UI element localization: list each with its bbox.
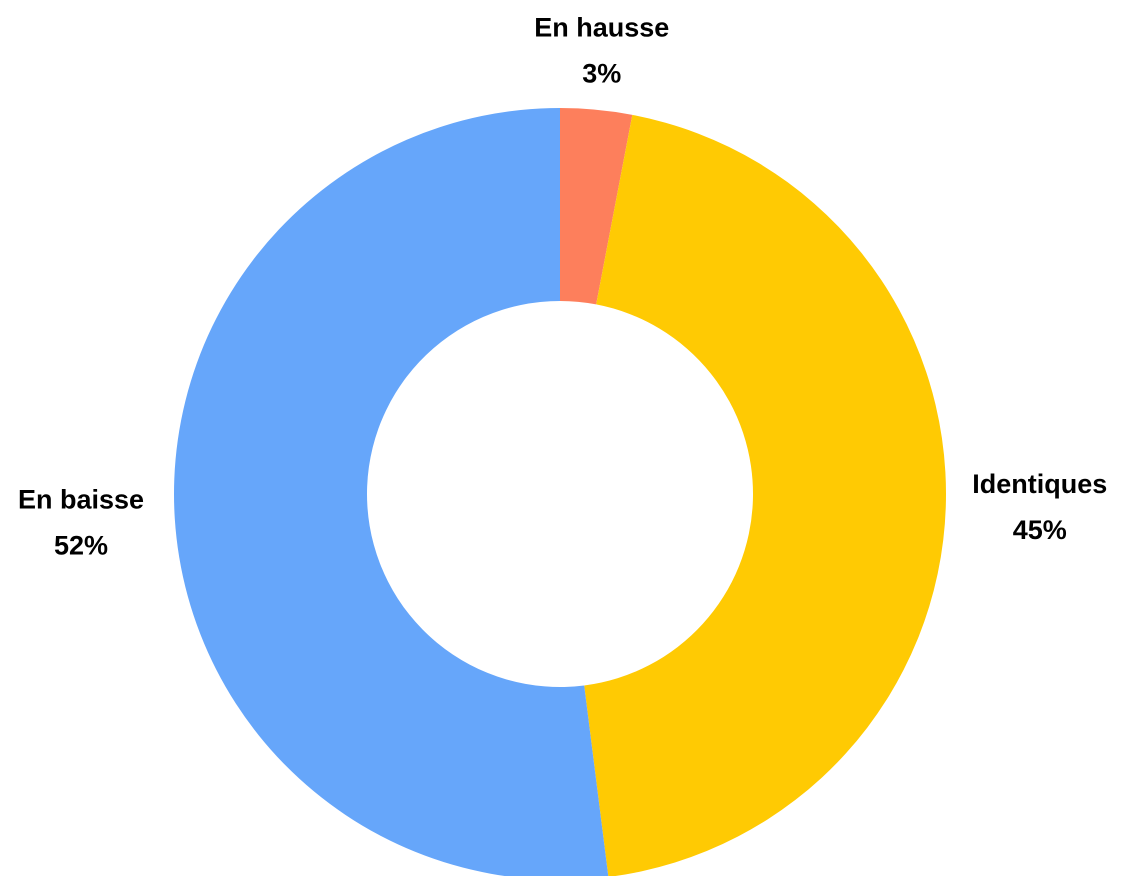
donut-slice bbox=[560, 108, 633, 305]
slice-label: Identiques bbox=[972, 469, 1107, 499]
slice-label: En baisse bbox=[18, 484, 144, 514]
slice-value-label: 3% bbox=[582, 58, 621, 88]
slice-label: En hausse bbox=[534, 12, 669, 42]
donut-slice bbox=[174, 108, 609, 876]
slice-value-label: 45% bbox=[1013, 515, 1067, 545]
slice-value-label: 52% bbox=[54, 530, 108, 560]
donut-slice bbox=[584, 114, 946, 876]
